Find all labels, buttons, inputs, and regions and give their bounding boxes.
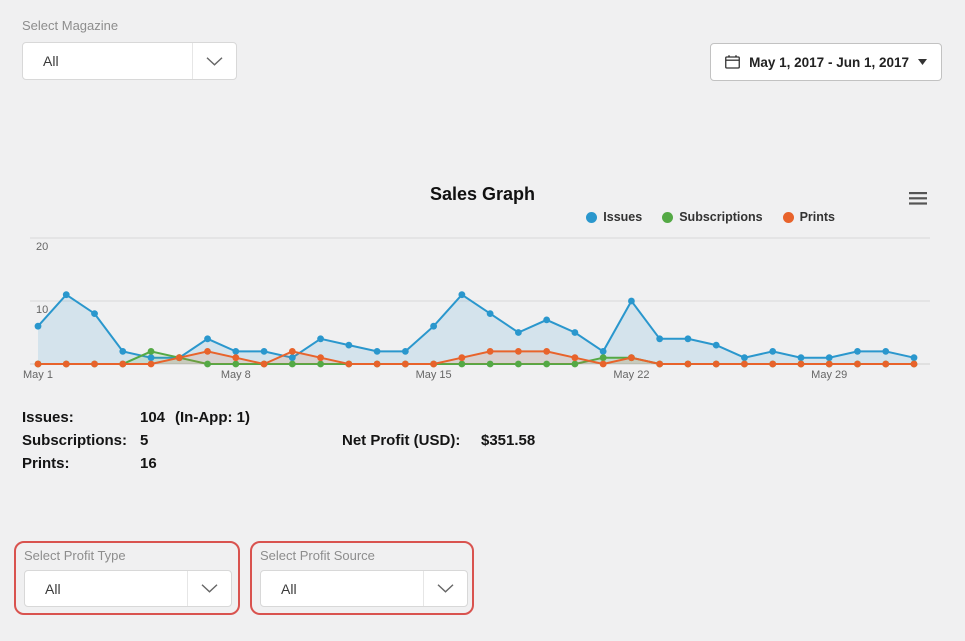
subscriptions-stat-value: 5	[140, 432, 149, 449]
chart-menu-icon[interactable]	[906, 189, 930, 207]
profit-type-label: Select Profit Type	[24, 548, 126, 563]
issues-stat-label: Issues:	[22, 409, 74, 426]
sales-chart: 20 10 May 1 May 8 May 15 May 22 May 29	[23, 230, 930, 390]
x-tick-label: May 8	[220, 369, 251, 381]
chevron-down-icon	[423, 571, 467, 606]
x-tick-label: May 22	[613, 369, 650, 381]
issues-inapp-note: (In-App: 1)	[175, 409, 250, 426]
prints-stat-label: Prints:	[22, 455, 70, 472]
chevron-down-icon	[192, 43, 236, 79]
issues-stat-value: 104	[140, 409, 166, 426]
profit-source-label: Select Profit Source	[260, 548, 375, 563]
magazine-filter-dropdown[interactable]: All	[22, 42, 237, 80]
profit-type-value: All	[45, 580, 61, 597]
magazine-filter-value: All	[43, 53, 59, 69]
profit-source-dropdown[interactable]: All	[260, 570, 468, 607]
profit-type-dropdown[interactable]: All	[24, 570, 232, 607]
legend-dot-icon	[586, 211, 598, 223]
profit-type-highlight-box: Select Profit Type All	[14, 541, 240, 615]
x-tick-label: May 29	[811, 369, 848, 381]
sales-chart-svg	[30, 237, 930, 368]
legend-dot-icon	[782, 211, 794, 223]
chevron-down-icon	[187, 571, 231, 606]
date-range-button[interactable]: May 1, 2017 - Jun 1, 2017	[710, 43, 942, 81]
caret-down-icon	[918, 59, 927, 65]
y-tick-label: 10	[36, 304, 49, 316]
calendar-icon	[725, 55, 741, 69]
legend-label: Prints	[799, 210, 835, 224]
profit-source-highlight-box: Select Profit Source All	[250, 541, 474, 615]
magazine-filter-label: Select Magazine	[22, 18, 119, 33]
net-profit-value: $351.58	[481, 432, 536, 449]
x-tick-label: May 1	[23, 369, 53, 381]
chart-legend: Issues Subscriptions Prints	[586, 210, 835, 224]
legend-label: Issues	[603, 210, 643, 224]
chart-title: Sales Graph	[429, 184, 536, 204]
y-tick-label: 20	[36, 241, 49, 253]
x-tick-label: May 15	[415, 369, 452, 381]
subscriptions-stat-label: Subscriptions:	[22, 432, 128, 449]
legend-item-issues[interactable]: Issues	[586, 210, 642, 224]
profit-source-value: All	[281, 580, 297, 597]
legend-item-prints[interactable]: Prints	[782, 210, 835, 224]
legend-dot-icon	[662, 211, 674, 223]
legend-item-subscriptions[interactable]: Subscriptions	[662, 210, 763, 224]
prints-stat-value: 16	[140, 455, 157, 472]
legend-label: Subscriptions	[679, 210, 763, 224]
date-range-value: May 1, 2017 - Jun 1, 2017	[749, 54, 909, 70]
net-profit-label: Net Profit (USD):	[342, 432, 461, 449]
